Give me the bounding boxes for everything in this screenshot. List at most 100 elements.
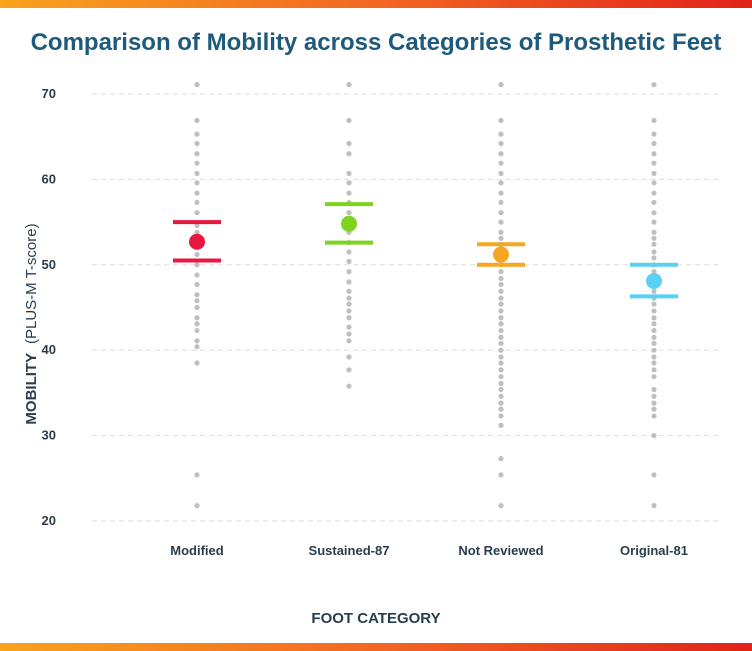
data-point-original-81-36 xyxy=(651,393,657,399)
data-point-modified-7 xyxy=(194,180,200,186)
data-point-original-81-0 xyxy=(651,82,657,88)
data-point-not-reviewed-5 xyxy=(498,160,504,166)
data-point-sustained-87-13 xyxy=(346,258,352,264)
data-point-sustained-87-23 xyxy=(346,338,352,344)
data-point-not-reviewed-38 xyxy=(498,400,504,406)
x-category-label-not-reviewed: Not Reviewed xyxy=(458,543,543,558)
data-point-modified-28 xyxy=(194,503,200,509)
data-point-sustained-87-26 xyxy=(346,383,352,389)
data-point-original-81-5 xyxy=(651,160,657,166)
data-point-not-reviewed-42 xyxy=(498,456,504,462)
data-point-not-reviewed-43 xyxy=(498,472,504,478)
data-point-not-reviewed-2 xyxy=(498,131,504,137)
data-point-original-81-41 xyxy=(651,472,657,478)
data-point-original-81-9 xyxy=(651,199,657,206)
data-point-sustained-87-8 xyxy=(346,210,352,216)
data-point-not-reviewed-31 xyxy=(498,354,504,360)
data-point-modified-3 xyxy=(194,140,200,147)
data-point-modified-14 xyxy=(194,251,200,258)
data-point-not-reviewed-11 xyxy=(498,219,504,225)
data-point-original-81-11 xyxy=(651,219,657,225)
y-tick-label-50: 50 xyxy=(42,257,56,272)
data-point-modified-15 xyxy=(194,262,200,268)
data-point-original-81-16 xyxy=(651,255,657,261)
data-point-original-81-18 xyxy=(651,269,657,275)
data-point-sustained-87-18 xyxy=(346,301,352,307)
data-point-modified-23 xyxy=(194,327,200,334)
y-axis-title-main: MOBILITY xyxy=(23,353,40,425)
data-point-sustained-87-5 xyxy=(346,180,352,186)
data-point-not-reviewed-21 xyxy=(498,288,504,294)
data-point-not-reviewed-22 xyxy=(498,295,504,301)
data-point-original-81-32 xyxy=(651,360,657,366)
data-point-sustained-87-17 xyxy=(346,295,352,301)
data-point-not-reviewed-36 xyxy=(498,386,504,393)
data-point-original-81-39 xyxy=(651,413,657,419)
data-point-not-reviewed-18 xyxy=(498,269,504,275)
data-point-not-reviewed-25 xyxy=(498,315,504,321)
data-points xyxy=(194,82,657,509)
data-point-not-reviewed-13 xyxy=(498,235,504,241)
data-point-original-81-24 xyxy=(651,308,657,314)
grid-lines xyxy=(92,93,718,522)
data-point-not-reviewed-12 xyxy=(498,229,504,235)
data-point-not-reviewed-26 xyxy=(498,321,504,327)
data-point-original-81-6 xyxy=(651,170,657,177)
data-point-modified-11 xyxy=(194,222,200,229)
data-point-not-reviewed-3 xyxy=(498,140,504,147)
data-point-not-reviewed-20 xyxy=(498,281,504,288)
data-point-modified-12 xyxy=(194,229,200,235)
top-accent-bar xyxy=(0,0,752,8)
y-tick-label-60: 60 xyxy=(42,171,56,186)
data-point-sustained-87-3 xyxy=(346,151,352,157)
data-point-original-81-13 xyxy=(651,235,657,241)
data-point-original-81-28 xyxy=(651,334,657,340)
data-point-not-reviewed-1 xyxy=(498,117,504,124)
data-point-original-81-3 xyxy=(651,140,657,147)
data-point-modified-20 xyxy=(194,304,200,311)
data-point-not-reviewed-44 xyxy=(498,503,504,509)
data-point-not-reviewed-33 xyxy=(498,367,504,373)
data-point-original-81-33 xyxy=(651,367,657,373)
data-point-modified-18 xyxy=(194,292,200,298)
data-point-modified-1 xyxy=(194,117,200,124)
mean-marker-original-81 xyxy=(646,273,662,290)
data-point-original-81-7 xyxy=(651,180,657,186)
data-point-not-reviewed-37 xyxy=(498,393,504,399)
data-point-sustained-87-25 xyxy=(346,367,352,373)
data-point-modified-21 xyxy=(194,315,200,321)
data-point-modified-6 xyxy=(194,170,200,177)
data-point-sustained-87-6 xyxy=(346,190,352,196)
data-point-sustained-87-1 xyxy=(346,117,352,124)
data-point-original-81-25 xyxy=(651,315,657,321)
x-category-label-modified: Modified xyxy=(170,543,223,558)
data-point-original-81-12 xyxy=(651,229,657,235)
mean-marker-not-reviewed xyxy=(493,246,509,263)
y-tick-label-40: 40 xyxy=(42,342,56,357)
data-point-original-81-40 xyxy=(651,433,657,439)
x-axis-title: FOOT CATEGORY xyxy=(311,610,440,627)
data-point-original-81-35 xyxy=(651,386,657,393)
data-point-sustained-87-2 xyxy=(346,140,352,147)
data-point-modified-17 xyxy=(194,281,200,288)
data-point-not-reviewed-40 xyxy=(498,413,504,419)
data-point-modified-2 xyxy=(194,131,200,137)
data-point-not-reviewed-4 xyxy=(498,151,504,157)
data-point-not-reviewed-24 xyxy=(498,308,504,314)
data-point-original-81-38 xyxy=(651,406,657,412)
data-point-original-81-27 xyxy=(651,327,657,334)
chart-title: Comparison of Mobility across Categories… xyxy=(30,29,722,56)
data-point-modified-25 xyxy=(194,344,200,350)
data-point-modified-27 xyxy=(194,472,200,478)
data-point-modified-22 xyxy=(194,321,200,327)
data-point-original-81-42 xyxy=(651,503,657,509)
mean-marker-sustained-87 xyxy=(341,215,357,232)
data-point-original-81-34 xyxy=(651,374,657,380)
data-point-not-reviewed-34 xyxy=(498,374,504,380)
y-tick-label-20: 20 xyxy=(42,513,56,528)
data-point-sustained-87-20 xyxy=(346,315,352,321)
y-tick-label-30: 30 xyxy=(42,428,56,443)
data-point-original-81-31 xyxy=(651,354,657,360)
data-point-modified-8 xyxy=(194,190,200,196)
